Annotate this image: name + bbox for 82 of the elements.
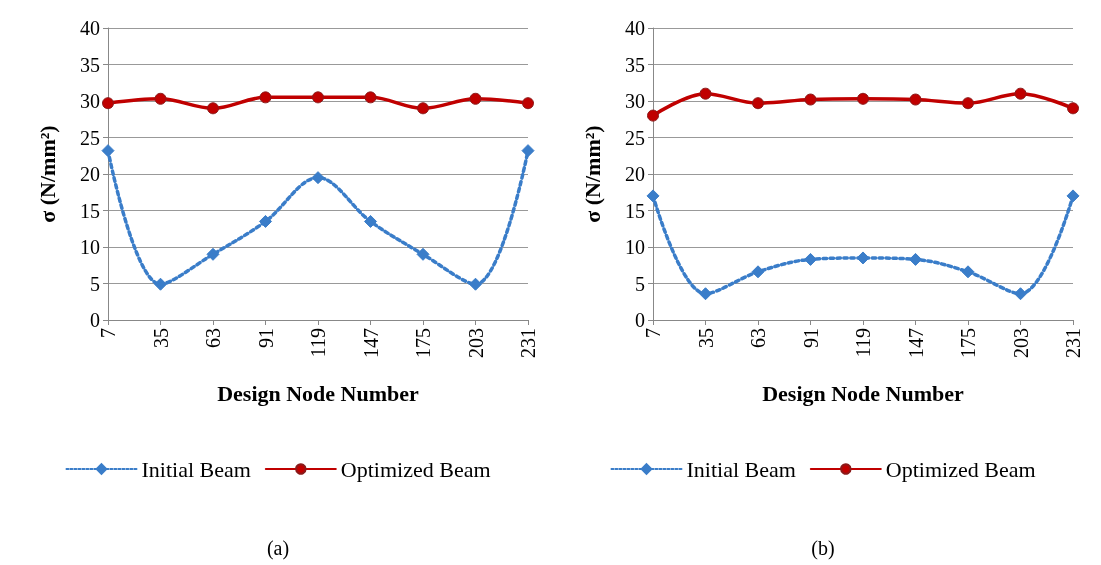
point	[207, 102, 219, 115]
x-axis-title: Design Node Number	[762, 380, 965, 406]
point	[416, 247, 430, 261]
point	[417, 102, 429, 115]
point	[804, 252, 817, 266]
x-tick-label: 35	[149, 328, 172, 348]
point	[101, 144, 115, 158]
x-tick-label: 147	[359, 328, 382, 358]
point	[469, 277, 482, 291]
point	[364, 91, 377, 104]
x-tick-label: 175	[412, 328, 434, 358]
y-tick-label: 20	[80, 163, 100, 185]
y-tick-label: 5	[635, 272, 645, 295]
y-axis-title: σ (N/mm²)	[34, 125, 60, 223]
y-tick-label: 15	[625, 199, 645, 222]
point	[804, 93, 817, 106]
x-tick-label: 119	[852, 328, 874, 358]
x-tick-label: 203	[1009, 328, 1032, 358]
y-tick-label: 30	[625, 90, 645, 112]
x-tick-label: 119	[307, 328, 329, 358]
y-tick-label: 40	[80, 17, 100, 39]
y-tick-label: 0	[635, 309, 645, 331]
x-tick-label: 231	[517, 328, 539, 358]
point	[1014, 287, 1027, 301]
legend-label: Initial Beam	[141, 456, 251, 482]
point	[206, 247, 220, 261]
point	[647, 109, 659, 122]
y-tick-label: 35	[80, 53, 100, 76]
point	[1014, 87, 1027, 100]
point	[259, 91, 272, 104]
point	[1067, 102, 1079, 115]
y-tick-label: 30	[80, 90, 100, 112]
point	[699, 87, 712, 100]
point	[364, 214, 377, 228]
y-tick-label: 15	[80, 199, 100, 222]
x-tick-label: 63	[202, 328, 224, 348]
x-tick-label: 91	[799, 328, 822, 348]
point	[961, 265, 975, 279]
point	[522, 97, 534, 110]
y-tick-label: 5	[90, 272, 100, 295]
legend-label: Optimized Beam	[340, 456, 491, 482]
x-tick-label: 35	[694, 328, 717, 348]
text: (b)	[811, 537, 835, 560]
point	[857, 92, 869, 105]
x-tick-label: 7	[642, 328, 664, 338]
y-tick-label: 20	[625, 163, 645, 185]
x-tick-label: 7	[97, 328, 119, 338]
text: (a)	[266, 537, 290, 560]
point	[312, 91, 324, 104]
x-tick-label: 203	[464, 328, 487, 358]
point	[469, 92, 482, 105]
x-tick-label: 231	[1062, 328, 1084, 358]
point	[102, 97, 114, 110]
x-tick-label: 91	[254, 328, 277, 348]
y-axis-title: σ (N/mm²)	[579, 125, 605, 223]
point	[259, 214, 272, 228]
point	[646, 189, 660, 203]
y-tick-label: 25	[80, 126, 100, 149]
point	[752, 97, 764, 110]
point	[751, 265, 765, 279]
point	[154, 277, 167, 291]
point	[962, 97, 974, 110]
y-tick-label: 40	[625, 17, 645, 39]
point	[856, 251, 870, 265]
point	[699, 287, 712, 301]
point	[1066, 189, 1080, 203]
point	[311, 171, 325, 185]
legend-label: Initial Beam	[686, 456, 796, 482]
x-tick-label: 147	[904, 328, 927, 358]
y-tick-label: 10	[80, 236, 100, 258]
point	[909, 252, 922, 266]
point	[909, 93, 922, 106]
y-tick-label: 0	[90, 309, 100, 331]
point	[154, 92, 167, 105]
y-tick-label: 10	[625, 236, 645, 258]
y-tick-label: 35	[625, 53, 645, 76]
y-tick-label: 25	[625, 126, 645, 149]
x-tick-label: 63	[747, 328, 769, 348]
x-axis-title: Design Node Number	[217, 380, 420, 406]
x-tick-label: 175	[957, 328, 979, 358]
legend-label: Optimized Beam	[885, 456, 1036, 482]
point	[521, 144, 535, 158]
